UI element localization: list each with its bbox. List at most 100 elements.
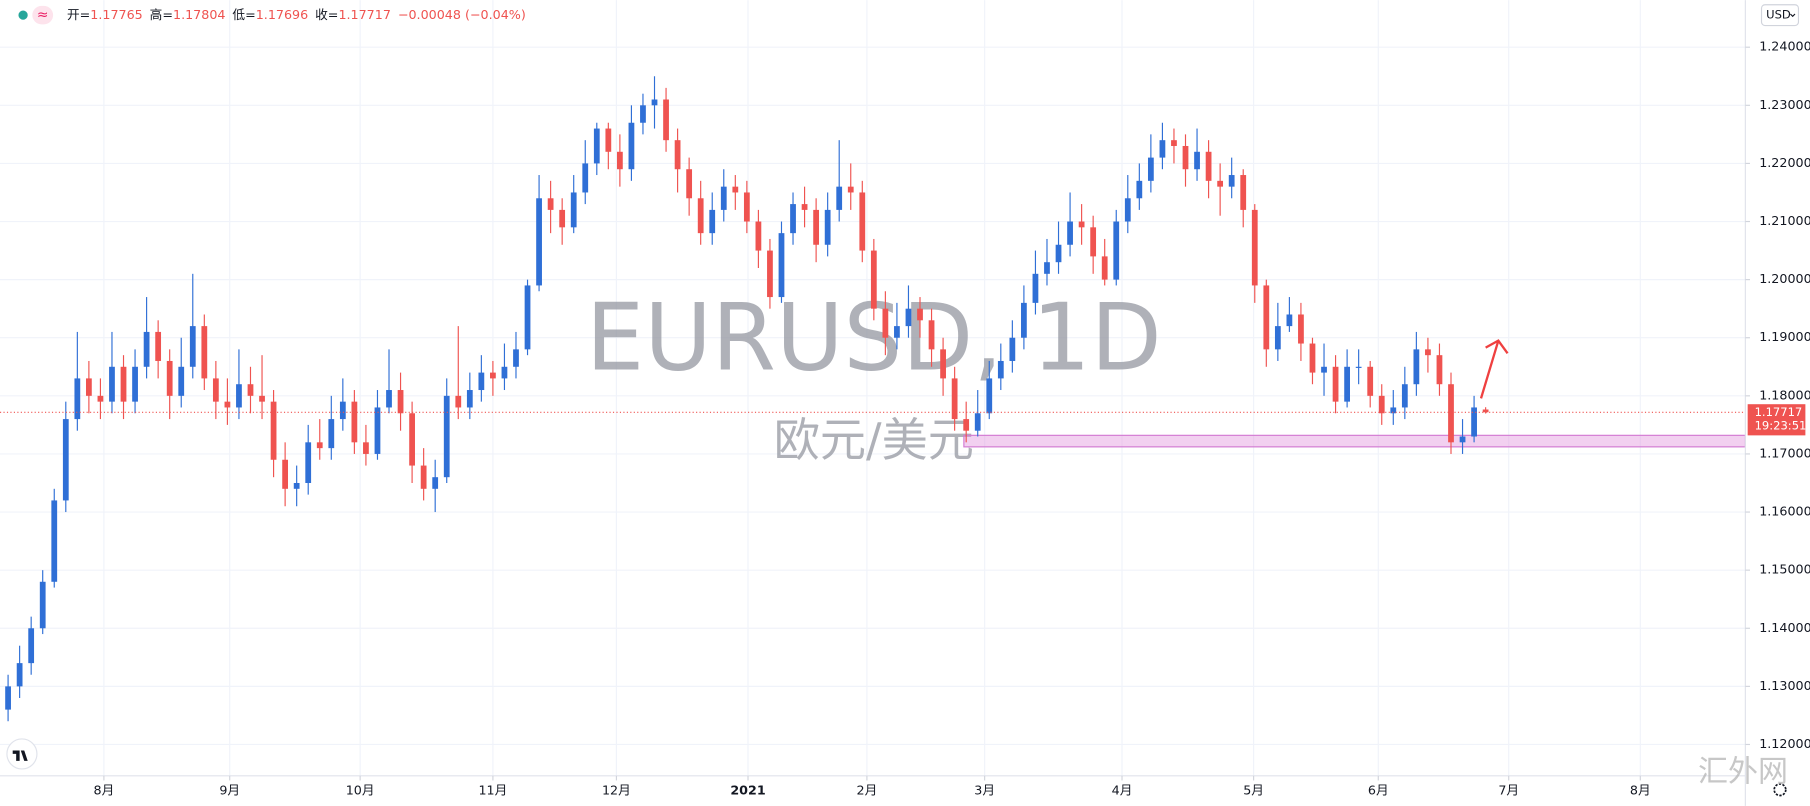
y-tick-label: 1.24000	[1759, 39, 1810, 54]
candle-body	[351, 401, 358, 443]
logo[interactable]	[6, 738, 38, 770]
candle-body	[120, 366, 127, 402]
candle-body	[132, 366, 138, 402]
candle-body	[1067, 221, 1073, 245]
indicator-badge[interactable]	[32, 5, 54, 25]
support-zone[interactable]	[963, 434, 1746, 448]
candle-body	[732, 186, 739, 193]
candle-body	[374, 407, 381, 454]
last-price-badge[interactable]	[1747, 404, 1806, 436]
ohlc-label: 高=	[150, 7, 173, 22]
candle-body	[801, 204, 808, 210]
candle-body	[709, 209, 716, 234]
candle-body	[616, 151, 623, 170]
candle-body	[870, 250, 877, 309]
candle-body	[720, 186, 727, 210]
grid	[0, 0, 1746, 776]
candle-body	[316, 442, 323, 449]
candle-body	[674, 140, 681, 170]
candle-body	[951, 378, 958, 420]
candle-body	[524, 285, 531, 350]
x-tick-label: 3月	[974, 782, 995, 797]
logo-mark	[12, 750, 28, 761]
ohlc-value: 1.17717	[338, 7, 390, 22]
candle-body	[1355, 366, 1362, 368]
arrow-annotation[interactable]	[1479, 339, 1509, 399]
candle-body	[1482, 409, 1489, 413]
candle-body	[212, 378, 219, 402]
candle-body	[997, 360, 1004, 379]
candle-body	[513, 349, 519, 367]
candle-body	[1390, 407, 1397, 414]
candle-body	[1194, 151, 1200, 170]
candle-body	[189, 326, 196, 367]
candle-body	[859, 192, 866, 251]
candle-body	[1044, 262, 1050, 274]
candle-body	[1021, 302, 1027, 338]
chevron	[1789, 13, 1796, 18]
candle-body	[790, 204, 796, 234]
candle-body	[466, 390, 473, 408]
candle-body	[1124, 198, 1131, 222]
candle-body	[28, 628, 35, 664]
candle-body	[1182, 145, 1189, 170]
status-dot[interactable]	[18, 10, 28, 20]
candle-body	[1171, 140, 1177, 146]
candle-body	[455, 395, 462, 408]
candle-body	[282, 459, 289, 489]
candle-body	[1367, 366, 1374, 396]
candle-body	[1055, 244, 1062, 263]
y-tick-label: 1.17000	[1759, 445, 1810, 460]
candle-body	[882, 308, 889, 338]
candle-body	[651, 99, 658, 106]
candle-body	[305, 442, 312, 483]
y-tick-label: 1.19000	[1759, 329, 1810, 344]
candle-body	[201, 326, 208, 379]
candle-body	[420, 465, 427, 489]
candle-body	[293, 482, 300, 489]
candle-body	[1309, 343, 1316, 373]
candle-body	[1228, 175, 1235, 187]
candle-body	[1436, 355, 1443, 385]
site-watermark: 汇外网	[1698, 755, 1788, 790]
candle-body	[155, 331, 162, 361]
x-tick-label: 10月	[346, 782, 375, 797]
x-tick-label: 7月	[1498, 782, 1519, 797]
ohlc-label: 收=	[315, 7, 338, 22]
candle-body	[963, 419, 970, 431]
candle-body	[1032, 273, 1039, 303]
x-tick-label: 6月	[1368, 782, 1389, 797]
candle-body	[178, 366, 185, 396]
candle-body	[328, 419, 335, 449]
candle-body	[1344, 366, 1350, 402]
x-tick-label: 2021	[730, 782, 765, 797]
candle-body	[1298, 314, 1304, 344]
ohlc-value: 1.17765	[90, 7, 142, 22]
candle-body	[1101, 256, 1108, 280]
candle-body	[767, 250, 773, 298]
settings-button[interactable]	[1773, 783, 1787, 797]
currency-button[interactable]	[1760, 4, 1800, 27]
candle-body	[1078, 221, 1085, 228]
y-tick-label: 1.14000	[1759, 620, 1810, 635]
candle-body	[570, 192, 577, 228]
candle-body	[813, 209, 820, 245]
candle-body	[5, 686, 11, 710]
ohlc-change: −0.00048 (−0.04%)	[398, 7, 526, 22]
candle-body	[778, 233, 785, 298]
candle-body	[16, 663, 23, 687]
y-tick-label: 1.23000	[1759, 97, 1810, 112]
x-tick-label: 12月	[602, 782, 631, 797]
ohlc-label: 低=	[232, 7, 255, 22]
candle-body	[270, 401, 277, 460]
x-tick-label: 4月	[1112, 782, 1133, 797]
candle-body	[397, 390, 404, 414]
candle-body	[940, 349, 946, 379]
candle-body	[743, 192, 750, 222]
candles	[5, 76, 1489, 722]
candle-body	[640, 105, 646, 123]
y-tick-label: 1.18000	[1759, 387, 1810, 402]
candle-body	[894, 326, 900, 338]
candle-body	[501, 366, 508, 379]
